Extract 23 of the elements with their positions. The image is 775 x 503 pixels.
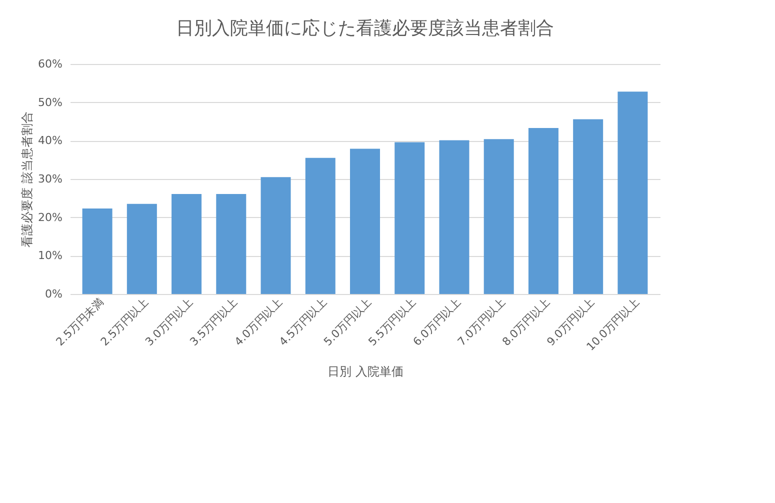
- y-tick-label: 0%: [45, 288, 62, 300]
- y-tick-label: 10%: [38, 249, 62, 262]
- chart-title: 日別入院単価に応じた看護必要度該当患者割合: [176, 18, 554, 39]
- bar: [216, 194, 246, 294]
- bar: [618, 92, 648, 294]
- bar: [172, 194, 202, 294]
- y-tick-label: 40%: [38, 134, 62, 148]
- bar: [573, 119, 604, 294]
- x-axis-title: 日別 入院単価: [328, 364, 404, 379]
- bar: [394, 142, 425, 294]
- bar: [126, 204, 157, 294]
- bar: [260, 177, 291, 294]
- bar: [350, 148, 380, 294]
- y-tick-label: 30%: [38, 172, 62, 186]
- y-axis-title: 看護必要度 該当患者割合: [20, 112, 34, 248]
- y-tick-label: 50%: [38, 96, 62, 109]
- y-tick-label: 20%: [38, 210, 62, 224]
- y-tick-label: 60%: [38, 58, 62, 70]
- bar: [528, 128, 558, 294]
- bar: [439, 140, 470, 294]
- bar: [82, 208, 112, 294]
- bar: [305, 158, 336, 294]
- bar: [484, 139, 514, 294]
